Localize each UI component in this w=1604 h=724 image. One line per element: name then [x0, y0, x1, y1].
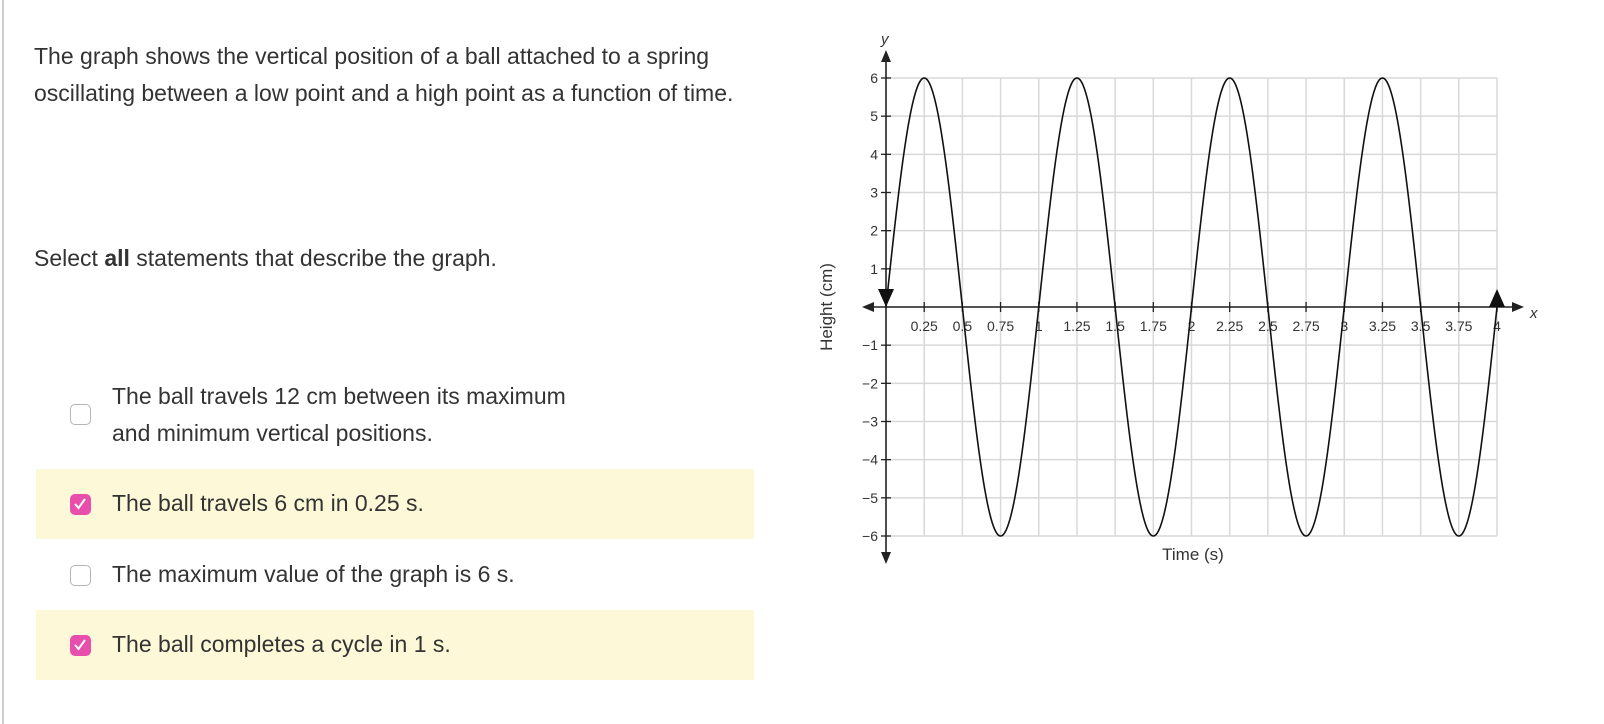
- check-icon: [74, 639, 86, 651]
- x-tick-label: 1: [1035, 318, 1043, 334]
- y-tick-label: −2: [862, 375, 878, 391]
- option-label: The ball completes a cycle in 1 s.: [112, 631, 451, 657]
- instruction-bold: all: [104, 245, 130, 271]
- curve-arrow-start: [878, 289, 894, 307]
- x-tick-label: 0.75: [987, 318, 1014, 334]
- checkbox[interactable]: [70, 404, 91, 425]
- y-axis-title: Height (cm): [817, 263, 836, 351]
- option-label: and minimum vertical positions.: [112, 420, 433, 446]
- x-tick-label: 3.75: [1445, 318, 1472, 334]
- x-tick-label: 0.5: [953, 318, 973, 334]
- option-2[interactable]: The ball travels 6 cm in 0.25 s.: [36, 469, 754, 539]
- option-label: The ball travels 12 cm between its maxim…: [112, 383, 566, 409]
- y-axis-letter: y: [880, 31, 890, 48]
- curve-arrow-end: [1489, 289, 1505, 307]
- y-tick-label: 1: [870, 261, 878, 277]
- x-tick-label: 1.75: [1140, 318, 1167, 334]
- y-tick-label: 6: [870, 70, 878, 86]
- y-tick-label: −5: [862, 490, 878, 506]
- instruction-text: Select: [34, 245, 105, 271]
- x-axis-letter: x: [1529, 305, 1538, 322]
- question-instruction: Select all statements that describe the …: [34, 240, 497, 277]
- option-label: The maximum value of the graph is 6 s.: [112, 561, 515, 587]
- option-label: The ball travels 6 cm in 0.25 s.: [112, 490, 424, 516]
- question-prompt: The graph shows the vertical position of…: [34, 43, 734, 106]
- y-axis-arrow-down: [881, 552, 891, 564]
- x-axis-arrow-right: [1512, 302, 1524, 312]
- y-tick-label: −6: [862, 528, 878, 544]
- y-tick-label: −1: [862, 337, 878, 353]
- x-tick-label: 3.25: [1369, 318, 1396, 334]
- option-3[interactable]: The maximum value of the graph is 6 s.: [36, 554, 754, 598]
- y-tick-label: 4: [870, 146, 878, 162]
- y-tick-label: 5: [870, 108, 878, 124]
- y-tick-label: 2: [870, 223, 878, 239]
- option-4[interactable]: The ball completes a cycle in 1 s.: [36, 610, 754, 680]
- x-axis-title: Time (s): [1162, 545, 1224, 564]
- checkbox[interactable]: [70, 565, 91, 586]
- option-1[interactable]: The ball travels 12 cm between its maxim…: [36, 376, 754, 454]
- y-axis-arrow-up: [881, 50, 891, 62]
- y-tick-label: −3: [862, 414, 878, 430]
- x-tick-label: 2.75: [1292, 318, 1319, 334]
- x-tick-label: 3: [1340, 318, 1348, 334]
- checkbox-checked[interactable]: [70, 494, 91, 515]
- y-tick-label: −4: [862, 452, 878, 468]
- check-icon: [74, 498, 86, 510]
- x-tick-label: 2: [1188, 318, 1196, 334]
- x-axis-arrow-left: [862, 302, 874, 312]
- x-tick-label: 2.25: [1216, 318, 1243, 334]
- x-tick-label: 1.5: [1105, 318, 1125, 334]
- sine-curve: [885, 77, 1498, 537]
- instruction-text: statements that describe the graph.: [129, 245, 497, 271]
- x-tick-label: 2.5: [1258, 318, 1278, 334]
- y-tick-label: 3: [870, 185, 878, 201]
- left-border: [2, 0, 4, 724]
- x-tick-label: 3.5: [1411, 318, 1431, 334]
- x-tick-label: 1.25: [1063, 318, 1090, 334]
- checkbox-checked[interactable]: [70, 635, 91, 656]
- x-tick-label: 0.25: [911, 318, 938, 334]
- x-tick-label: 4: [1493, 318, 1501, 334]
